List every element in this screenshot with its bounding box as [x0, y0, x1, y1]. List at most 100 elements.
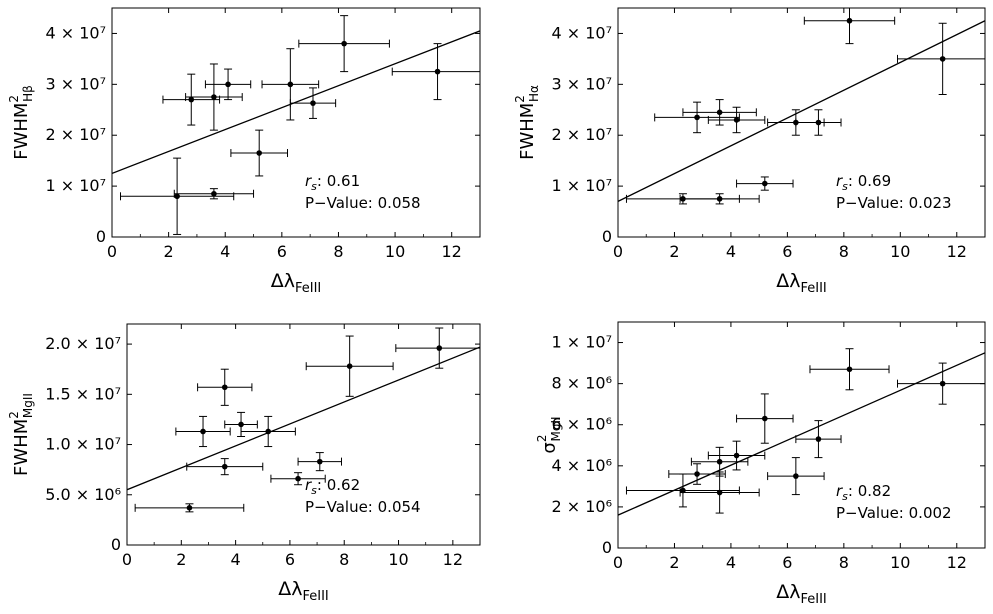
y-axis-label-sub: MgII [21, 393, 35, 418]
point-marker [346, 363, 353, 369]
y-tick-label: 2.0 × 10⁷ [45, 334, 121, 353]
y-axis-label-sub: Hβ [21, 85, 35, 102]
pvalue-annotation: P−Value: 0.054 [305, 498, 421, 516]
y-tick-label: 1.0 × 10⁷ [45, 435, 121, 454]
point-marker [188, 96, 195, 103]
point-marker [225, 81, 231, 88]
y-axis-label-sup: 2 [513, 95, 527, 103]
rs-subscript: s [842, 180, 848, 193]
x-tick-label: 8 [839, 553, 849, 572]
y-axis-label-main: FWHM [517, 103, 538, 160]
y-tick-label: 3 × 10⁷ [551, 74, 612, 93]
fit-line [618, 20, 985, 202]
rs-value: : 0.82 [848, 482, 891, 500]
x-tick-label: 2 [164, 242, 174, 261]
x-tick-label: 4 [231, 550, 241, 569]
rs-symbol: r [836, 172, 843, 190]
point-marker [762, 180, 768, 187]
x-axis-label-main: Δλ [271, 270, 295, 292]
y-tick-label: 0 [96, 227, 106, 246]
point-marker [733, 452, 740, 459]
y-tick-label: 0 [602, 538, 612, 557]
rs-value: : 0.62 [317, 476, 360, 494]
x-tick-label: 2 [669, 553, 679, 572]
data-point [289, 87, 337, 119]
y-axis-label-sup: 2 [535, 435, 549, 443]
x-tick-label: 6 [782, 553, 792, 572]
pvalue-annotation: P−Value: 0.023 [836, 194, 952, 212]
point-marker [434, 68, 441, 75]
fit-line [112, 30, 480, 174]
plot-frame [617, 7, 986, 238]
point-marker [287, 81, 294, 88]
point-marker [694, 114, 700, 121]
data-point [240, 415, 296, 448]
x-tick-label: 8 [839, 242, 849, 261]
point-marker [793, 473, 799, 479]
x-tick-label: 2 [176, 550, 186, 569]
y-tick-label: 1 × 10⁷ [551, 176, 612, 195]
data-point [186, 458, 264, 476]
y-axis-label-sub: MgII [549, 416, 563, 441]
x-tick-label: 4 [220, 242, 230, 261]
x-axis-label: ΔλFeIII [776, 270, 827, 296]
rs-symbol: r [305, 172, 312, 190]
y-tick-label: 6 × 10⁶ [551, 415, 612, 434]
rs-annotation: rs: 0.82 [836, 482, 891, 503]
data-point [809, 348, 890, 391]
x-axis-label-main: Δλ [278, 578, 302, 600]
point-marker [436, 345, 443, 351]
y-tick-label: 1 × 10⁷ [551, 333, 612, 352]
data-point [119, 157, 235, 235]
rs-symbol: r [305, 476, 312, 494]
point-marker [716, 458, 723, 465]
y-axis-label-main: FWHM [11, 103, 32, 160]
x-tick-label: 0 [613, 242, 623, 261]
panel-4: 0 2 4 6 8 10 12 0 2 × 10⁶ 4 × 10⁶ 6 × 10⁶ 8 × 10⁶ 1 … [535, 321, 986, 607]
data-point [679, 471, 760, 514]
point-marker [256, 150, 263, 156]
point-marker [733, 117, 740, 123]
x-axis-label-sub: FeIII [302, 589, 328, 604]
data-point [795, 420, 842, 459]
data-point [679, 193, 760, 205]
x-axis-label-sub: FeIII [800, 592, 826, 607]
point-marker [846, 17, 853, 24]
point-marker [846, 366, 853, 373]
x-tick-label: 12 [443, 550, 463, 569]
point-marker [680, 487, 686, 494]
x-tick-label: 8 [339, 550, 349, 569]
fit-line [127, 346, 480, 491]
y-tick-label: 4 × 10⁷ [551, 23, 612, 42]
rs-symbol: r [836, 482, 843, 500]
rs-value: : 0.69 [848, 172, 891, 190]
plot-area [127, 327, 480, 513]
plot-frame [126, 323, 481, 546]
data-point [736, 393, 794, 444]
point-marker [211, 190, 217, 197]
point-marker [310, 100, 316, 106]
x-tick-label: 2 [669, 242, 679, 261]
x-tick-label: 6 [277, 242, 287, 261]
x-tick-label: 10 [890, 553, 910, 572]
x-tick-label: 10 [890, 242, 910, 261]
x-axis-label-sub: FeIII [800, 281, 826, 296]
point-marker [186, 505, 193, 511]
x-tick-label: 12 [947, 242, 967, 261]
point-marker [939, 56, 946, 62]
y-axis-label-sup: 2 [7, 95, 21, 103]
data-point [162, 73, 221, 126]
fit-line [618, 352, 985, 516]
point-marker [221, 463, 228, 470]
y-axis-label-main: σ [539, 442, 560, 453]
data-point [298, 15, 390, 73]
data-point [707, 106, 766, 134]
x-tick-label: 4 [726, 553, 736, 572]
x-axis-label: ΔλFeIII [278, 578, 329, 604]
y-tick-label: 1.5 × 10⁷ [45, 384, 121, 403]
data-point [654, 101, 740, 134]
x-axis-label-main: Δλ [776, 581, 800, 603]
pvalue-annotation: P−Value: 0.058 [305, 194, 421, 212]
rs-subscript: s [842, 490, 848, 503]
